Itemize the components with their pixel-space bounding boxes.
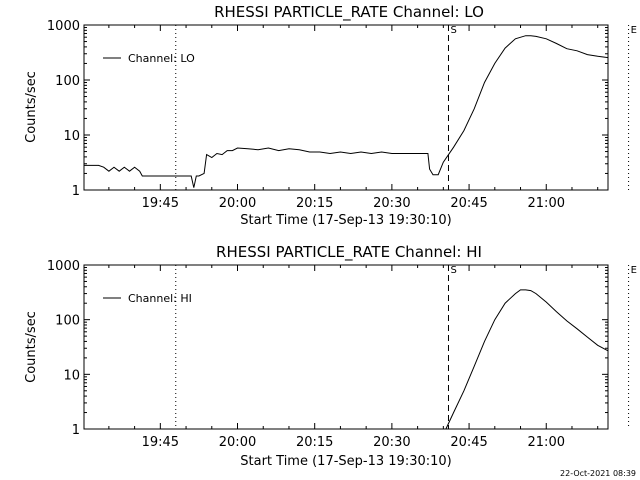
- x-tick-label: 20:30: [373, 435, 410, 450]
- x-tick-label: 19:45: [142, 435, 179, 450]
- y-tick-label: 10: [63, 368, 80, 383]
- event-marker-label: S: [450, 25, 456, 36]
- x-tick-label: 20:00: [219, 196, 256, 211]
- event-marker-label: S: [450, 265, 456, 276]
- hi-chart-title: RHESSI PARTICLE_RATE Channel: HI: [216, 243, 482, 262]
- hi-legend-label: Channel: HI: [128, 292, 192, 305]
- event-marker-label: E: [631, 25, 637, 36]
- series-line: [445, 289, 609, 430]
- lo-axis-ticks: 19:45 20:00 20:15 20:30 20:45 21:00 1 10 100 1000: [47, 19, 608, 211]
- lo-channel-panel: RHESSI PARTICLE_RATE Channel: LO Counts/…: [24, 3, 637, 228]
- y-tick-label: 10: [63, 129, 80, 144]
- y-tick-label: 1: [72, 184, 80, 199]
- event-marker-label: E: [631, 265, 637, 276]
- lo-y-axis-label: Counts/sec: [24, 71, 39, 143]
- lo-plot-frame: [83, 24, 609, 191]
- x-tick-label: 20:15: [296, 435, 333, 450]
- x-tick-label: 21:00: [528, 196, 565, 211]
- y-tick-label: 1000: [47, 259, 80, 274]
- x-tick-label: 20:45: [450, 196, 487, 211]
- hi-plot-frame: [83, 264, 609, 430]
- lo-plot-area: Channel: LO: [103, 52, 195, 65]
- y-tick-label: 100: [55, 74, 80, 89]
- hi-x-axis-label: Start Time (17-Sep-13 19:30:10): [240, 454, 451, 469]
- lo-chart-title: RHESSI PARTICLE_RATE Channel: LO: [214, 3, 484, 22]
- generation-timestamp: 22-Oct-2021 08:39: [560, 469, 636, 478]
- y-tick-label: 1: [72, 423, 80, 438]
- lo-x-axis-label: Start Time (17-Sep-13 19:30:10): [240, 213, 451, 228]
- x-tick-label: 20:30: [373, 196, 410, 211]
- x-tick-label: 20:15: [296, 196, 333, 211]
- y-tick-label: 100: [55, 314, 80, 329]
- y-tick-label: 1000: [47, 19, 80, 34]
- x-tick-label: 21:00: [528, 435, 565, 450]
- hi-channel-panel: RHESSI PARTICLE_RATE Channel: HI Counts/…: [24, 243, 637, 469]
- hi-series: [445, 289, 609, 430]
- x-tick-label: 19:45: [142, 196, 179, 211]
- hi-axis-ticks: 19:45 20:00 20:15 20:30 20:45 21:00 1 10 100 1000: [47, 259, 608, 450]
- x-tick-label: 20:00: [219, 435, 256, 450]
- hi-y-axis-label: Counts/sec: [24, 311, 39, 383]
- lo-legend-label: Channel: LO: [128, 52, 195, 65]
- x-tick-label: 20:45: [450, 435, 487, 450]
- lo-series: [84, 35, 609, 188]
- series-line: [84, 35, 609, 188]
